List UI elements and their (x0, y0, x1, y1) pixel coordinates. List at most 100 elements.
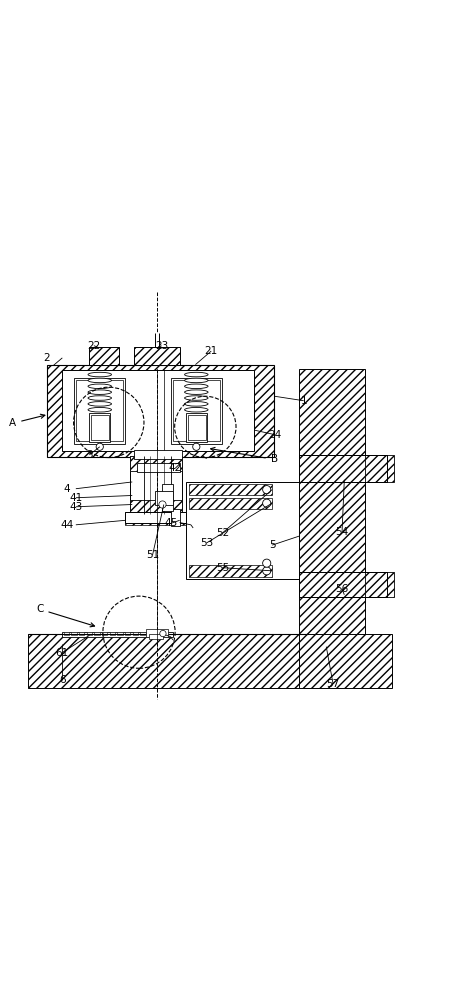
Bar (143, 347, 173, 365)
Text: 61: 61 (56, 648, 69, 658)
Bar (189, 498, 272, 509)
Bar (110, 632, 115, 635)
Circle shape (263, 559, 271, 567)
Bar (189, 565, 272, 577)
Bar (146, 629, 168, 637)
Bar (74, 378, 125, 444)
Bar (91, 415, 109, 440)
Bar (299, 572, 387, 597)
Bar (134, 450, 182, 459)
Circle shape (263, 567, 271, 575)
Text: 5: 5 (269, 540, 276, 550)
Ellipse shape (88, 378, 112, 383)
Text: 23: 23 (155, 341, 168, 351)
Bar (162, 484, 173, 511)
Ellipse shape (185, 390, 208, 394)
Bar (125, 512, 187, 525)
Text: 43: 43 (69, 502, 83, 512)
Text: 21: 21 (205, 346, 218, 356)
Circle shape (160, 630, 166, 637)
Text: 52: 52 (216, 528, 229, 538)
Circle shape (96, 443, 104, 450)
Text: A: A (9, 414, 45, 428)
Bar (125, 512, 187, 523)
Bar (125, 632, 130, 635)
Text: 57: 57 (326, 679, 340, 689)
Ellipse shape (88, 402, 112, 406)
Text: 24: 24 (268, 430, 281, 440)
Ellipse shape (185, 396, 208, 400)
Text: 41: 41 (69, 493, 83, 503)
Bar (89, 413, 110, 442)
Bar (365, 572, 394, 597)
Ellipse shape (185, 378, 208, 383)
Circle shape (263, 499, 271, 507)
Bar (173, 380, 220, 441)
Bar (76, 380, 123, 441)
Text: 51: 51 (146, 550, 159, 560)
Ellipse shape (88, 407, 112, 412)
Text: 6: 6 (59, 675, 66, 685)
Bar (137, 463, 180, 472)
Bar (79, 632, 84, 635)
Bar (188, 415, 206, 440)
Text: 54: 54 (336, 527, 349, 537)
Ellipse shape (88, 396, 112, 400)
Text: 45: 45 (164, 518, 177, 528)
Bar (130, 456, 182, 471)
Bar (299, 455, 387, 482)
Text: 56: 56 (336, 584, 349, 594)
Bar (148, 632, 153, 635)
Ellipse shape (88, 390, 112, 394)
Bar (299, 455, 387, 482)
Ellipse shape (185, 407, 208, 412)
Ellipse shape (88, 384, 112, 389)
Text: 2: 2 (43, 353, 50, 363)
Text: 42: 42 (168, 463, 182, 473)
Bar (89, 347, 118, 365)
Bar (149, 634, 163, 639)
Bar (71, 632, 77, 635)
Bar (187, 413, 207, 442)
Bar (64, 632, 69, 635)
Bar (187, 482, 299, 579)
Text: 55: 55 (216, 563, 229, 573)
Bar (29, 634, 308, 688)
Bar (134, 347, 180, 365)
Bar (130, 500, 182, 514)
Circle shape (192, 443, 200, 450)
Ellipse shape (88, 372, 112, 377)
Bar (189, 484, 272, 495)
Text: B: B (211, 447, 278, 464)
Text: 1: 1 (301, 396, 307, 406)
Ellipse shape (185, 402, 208, 406)
Bar (102, 632, 108, 635)
Bar (133, 632, 138, 635)
Text: C: C (36, 604, 94, 627)
Text: 22: 22 (87, 341, 100, 351)
Text: 3: 3 (86, 450, 93, 460)
Bar (299, 572, 387, 597)
Bar (299, 634, 392, 688)
Text: 53: 53 (200, 538, 213, 548)
Circle shape (263, 486, 271, 494)
Bar (299, 369, 365, 647)
Ellipse shape (185, 372, 208, 377)
Bar (62, 632, 173, 637)
Ellipse shape (185, 384, 208, 389)
Text: 4: 4 (64, 484, 70, 494)
Bar (46, 365, 274, 457)
Bar (365, 455, 394, 482)
Bar (156, 632, 161, 635)
Bar (94, 632, 100, 635)
Text: 44: 44 (60, 520, 74, 530)
Bar (171, 509, 180, 526)
Bar (155, 491, 173, 505)
Bar (130, 456, 182, 514)
Bar (62, 370, 254, 451)
Bar (117, 632, 123, 635)
Circle shape (159, 501, 166, 508)
Bar (87, 632, 92, 635)
Bar (140, 632, 146, 635)
Bar (171, 378, 222, 444)
